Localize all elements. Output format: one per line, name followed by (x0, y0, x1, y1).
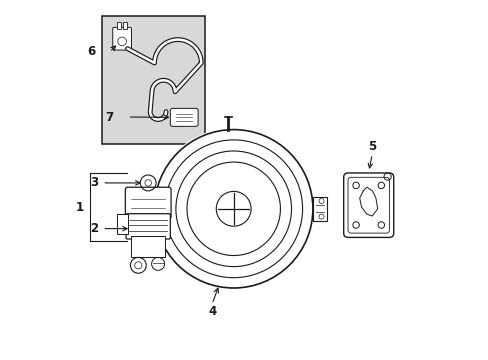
Text: 3: 3 (90, 176, 99, 189)
FancyBboxPatch shape (170, 108, 198, 126)
Bar (312, 197, 326, 220)
Text: 7: 7 (105, 111, 113, 123)
Text: 2: 2 (90, 222, 99, 235)
Bar (117, 22, 121, 29)
FancyBboxPatch shape (125, 187, 171, 219)
Bar (131, 236, 165, 257)
Bar (122, 22, 127, 29)
Text: 4: 4 (207, 305, 216, 318)
Bar (117, 214, 128, 234)
FancyBboxPatch shape (343, 173, 393, 238)
Text: 5: 5 (367, 140, 376, 153)
Text: 6: 6 (87, 45, 95, 58)
Bar (344, 174, 392, 237)
Circle shape (152, 128, 314, 290)
FancyBboxPatch shape (347, 177, 388, 233)
Bar (123, 166, 183, 266)
Text: 1: 1 (76, 201, 84, 214)
FancyBboxPatch shape (102, 16, 204, 144)
FancyBboxPatch shape (126, 214, 170, 239)
FancyBboxPatch shape (113, 27, 131, 50)
